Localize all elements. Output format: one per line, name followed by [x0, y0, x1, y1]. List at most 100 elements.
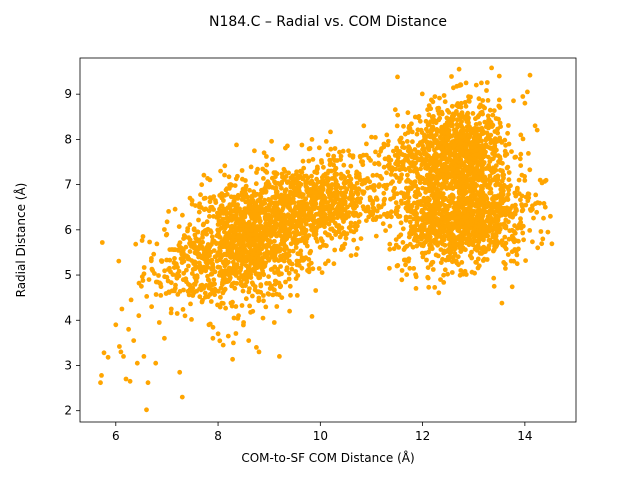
data-point	[497, 120, 503, 126]
data-point	[307, 146, 313, 151]
data-point	[283, 145, 288, 151]
data-point	[235, 173, 240, 179]
data-point	[306, 158, 312, 164]
data-point	[325, 152, 331, 158]
data-point	[305, 175, 311, 181]
data-point	[248, 212, 253, 217]
data-point	[353, 252, 359, 258]
data-point	[252, 284, 258, 289]
data-point	[419, 130, 425, 136]
data-point	[253, 181, 259, 187]
data-point	[445, 249, 451, 254]
data-point	[437, 95, 442, 101]
data-point	[203, 294, 208, 300]
data-point	[537, 177, 543, 183]
data-point	[164, 274, 170, 280]
data-point	[204, 231, 210, 237]
data-point	[189, 317, 194, 322]
data-point	[153, 360, 159, 366]
data-point	[226, 174, 232, 180]
data-point	[190, 293, 196, 298]
data-point	[371, 184, 377, 190]
data-point	[217, 251, 223, 256]
data-point	[499, 300, 505, 306]
data-point	[296, 202, 302, 208]
data-point	[199, 182, 205, 188]
data-point	[345, 169, 351, 175]
data-point	[458, 140, 463, 146]
data-point	[272, 264, 278, 270]
data-point	[411, 168, 417, 174]
data-point	[454, 83, 460, 89]
data-point	[435, 159, 441, 164]
data-point	[164, 257, 170, 263]
data-point	[406, 195, 412, 201]
data-point	[534, 209, 540, 215]
data-point	[252, 268, 257, 274]
data-point	[479, 218, 485, 224]
data-point	[488, 202, 493, 208]
data-point	[348, 253, 354, 258]
data-point	[231, 280, 237, 286]
data-point	[245, 254, 251, 259]
data-point	[210, 239, 216, 245]
data-point	[478, 161, 484, 167]
data-point	[231, 340, 236, 346]
data-point	[210, 335, 216, 341]
data-point	[341, 196, 347, 202]
data-point	[394, 123, 400, 129]
data-point	[514, 261, 520, 267]
data-point	[516, 238, 521, 244]
data-point	[273, 180, 278, 186]
data-point	[488, 132, 494, 138]
data-point	[232, 202, 238, 208]
data-point	[432, 240, 438, 246]
data-point	[301, 200, 307, 206]
data-point	[411, 180, 417, 185]
data-point	[454, 117, 460, 123]
data-point	[309, 227, 314, 233]
data-point	[388, 181, 394, 186]
data-point	[509, 249, 515, 255]
data-point	[250, 293, 255, 299]
data-point	[440, 126, 445, 131]
data-point	[264, 162, 269, 168]
data-point	[391, 246, 397, 252]
data-point	[231, 213, 236, 219]
data-point	[200, 231, 206, 237]
data-point	[365, 206, 371, 212]
data-point	[162, 335, 167, 341]
data-point	[453, 128, 459, 134]
data-point	[237, 238, 243, 244]
data-point	[454, 122, 460, 127]
data-point	[520, 223, 526, 229]
data-point	[493, 233, 499, 239]
data-point	[223, 216, 229, 221]
data-point	[442, 122, 448, 128]
data-point	[247, 286, 252, 291]
data-point	[370, 173, 376, 178]
data-point	[523, 202, 529, 208]
data-point	[282, 189, 288, 195]
data-point	[299, 194, 305, 200]
data-point	[303, 221, 309, 227]
data-point	[506, 170, 512, 175]
data-point	[414, 131, 420, 137]
data-point	[264, 252, 270, 258]
data-point	[405, 130, 411, 135]
data-point	[451, 243, 457, 248]
data-point	[322, 217, 328, 223]
data-point	[263, 304, 269, 310]
data-point	[475, 147, 480, 153]
data-point	[156, 273, 161, 278]
data-point	[393, 207, 399, 213]
data-point	[438, 277, 443, 282]
data-point	[332, 247, 338, 253]
y-tick-label: 4	[64, 313, 72, 327]
y-tick-label: 8	[64, 132, 72, 146]
data-point	[191, 226, 197, 232]
data-point	[177, 240, 183, 246]
data-point	[539, 241, 545, 247]
data-point	[311, 232, 317, 238]
